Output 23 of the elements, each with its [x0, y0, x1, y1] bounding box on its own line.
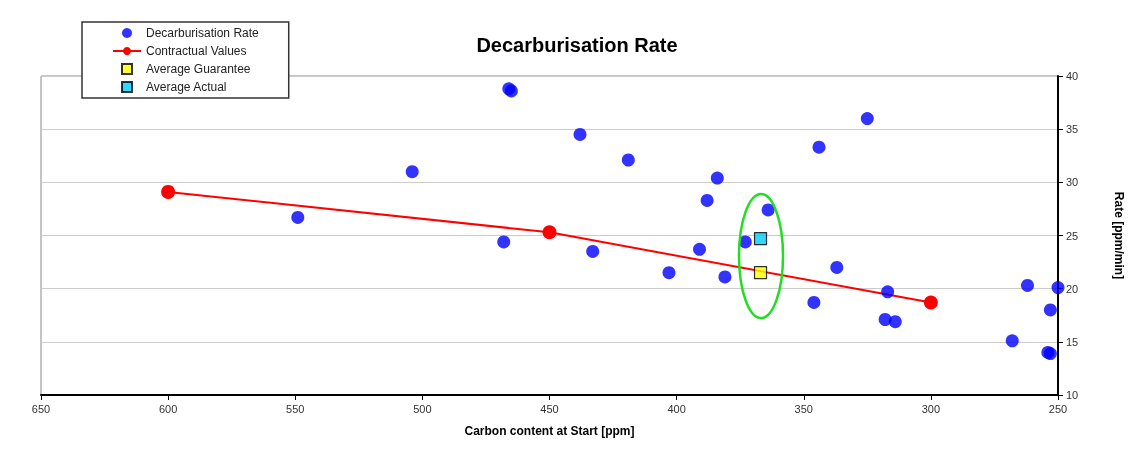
- legend-label: Average Guarantee: [146, 62, 251, 76]
- x-tick-label: 650: [31, 402, 51, 415]
- x-tick-label: 400: [667, 402, 686, 415]
- y-tick-label: 15: [1066, 335, 1079, 348]
- legend-label: Contractual Values: [146, 44, 247, 58]
- x-tick-label: 550: [286, 402, 305, 415]
- y-tick-label: 40: [1066, 70, 1079, 82]
- y-tick-label: 20: [1066, 282, 1079, 295]
- y-tick-label: 35: [1066, 123, 1079, 136]
- y-tick-label: 30: [1066, 176, 1079, 189]
- chart-title: Decarburisation Rate: [476, 34, 678, 56]
- x-tick-label: 450: [540, 402, 559, 415]
- legend-label: Decarburisation Rate: [146, 26, 260, 40]
- x-tick-label: 600: [158, 402, 178, 415]
- x-tick-label: 250: [1048, 402, 1068, 415]
- legend-label: Average Actual: [146, 80, 227, 94]
- x-axis-title: Carbon content at Start [ppm]: [464, 424, 635, 438]
- y-axis-title: Rate [ppm/min]: [1112, 191, 1126, 280]
- x-tick-label: 300: [921, 402, 941, 415]
- y-tick-label: 25: [1066, 229, 1079, 242]
- x-tick-label: 500: [413, 402, 432, 415]
- x-tick-label: 350: [794, 402, 813, 415]
- y-tick-label: 10: [1066, 389, 1079, 401]
